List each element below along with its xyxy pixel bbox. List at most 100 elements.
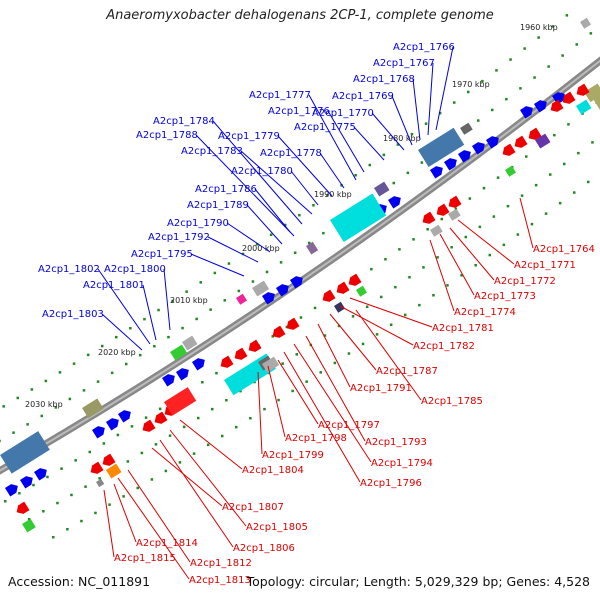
gene-box — [306, 241, 319, 255]
tick-dot — [143, 317, 146, 321]
leader-line — [293, 343, 372, 463]
gene-arrow — [154, 411, 168, 424]
tick-dot — [468, 197, 472, 200]
tick-dot — [474, 264, 477, 267]
gene-label-a2cp1_1768: A2cp1_1768 — [353, 74, 415, 85]
leader-line — [277, 359, 319, 425]
tick-dot — [98, 477, 101, 480]
tick-dot — [422, 266, 425, 269]
tick-dot — [125, 362, 128, 366]
tick-dot — [108, 503, 111, 506]
accession-text: Accession: NC_011891 — [8, 574, 151, 589]
tick-dot — [418, 303, 421, 307]
tick-dot — [432, 294, 435, 297]
leader-line — [319, 152, 345, 189]
tick-dot — [227, 262, 231, 265]
tick-dot — [46, 475, 49, 479]
tick-dot — [491, 108, 494, 112]
tick-dot — [84, 485, 87, 488]
tick-dot — [213, 271, 217, 275]
gene-label-a2cp1_1776: A2cp1_1776 — [268, 106, 330, 117]
tick-dot — [477, 119, 480, 122]
leader-line — [339, 305, 414, 346]
tick-dot — [158, 407, 162, 411]
gene-box — [22, 518, 36, 533]
tick-dot — [157, 308, 160, 312]
tick-dot — [16, 396, 19, 400]
tick-dot — [392, 181, 395, 185]
tick-dot — [60, 467, 63, 470]
gene-arrow — [534, 100, 547, 113]
leader-line — [240, 150, 313, 215]
tick-dot — [211, 407, 214, 411]
tick-dot — [591, 141, 594, 144]
tick-dot — [575, 43, 578, 46]
tick-dot — [66, 528, 69, 531]
leader-line — [519, 197, 534, 249]
gene-label-a2cp1_1773: A2cp1_1773 — [474, 291, 536, 302]
tick-dot — [577, 151, 580, 155]
tick-dot — [558, 201, 562, 205]
gene-label-a2cp1_1793: A2cp1_1793 — [365, 437, 427, 448]
leader-line — [195, 134, 295, 237]
leader-line — [439, 233, 475, 296]
tick-dot — [308, 241, 311, 245]
tick-dot — [389, 323, 393, 326]
kbp-tick-label: 2000 kbp — [242, 244, 280, 253]
leader-line — [353, 126, 385, 161]
tick-dot — [42, 510, 45, 513]
tick-dot — [182, 425, 186, 429]
gene-arrow — [176, 368, 189, 381]
leader-line — [290, 170, 319, 206]
gene-label-a2cp1_1792: A2cp1_1792 — [148, 232, 210, 243]
tick-dot — [209, 308, 212, 311]
leader-line — [163, 268, 171, 331]
tick-dot — [333, 361, 337, 365]
tick-dot — [223, 299, 226, 302]
tick-dot — [523, 47, 526, 50]
gene-arrow — [528, 127, 542, 140]
tick-dot — [2, 405, 5, 408]
gene-label-a2cp1_1781: A2cp1_1781 — [432, 323, 494, 334]
tick-dot — [488, 253, 491, 257]
gene-box — [505, 165, 517, 177]
gene-label-a2cp1_1784: A2cp1_1784 — [153, 116, 215, 127]
tick-dot — [305, 380, 308, 383]
gene-arrow — [90, 461, 104, 474]
gene-label-a2cp1_1770: A2cp1_1770 — [312, 108, 374, 119]
leader-line — [257, 371, 263, 455]
tick-dot — [221, 434, 224, 438]
gene-arrow — [502, 143, 516, 156]
gene-label-a2cp1_1778: A2cp1_1778 — [260, 148, 322, 159]
gene-label-a2cp1_1787: A2cp1_1787 — [376, 366, 438, 377]
tick-dot — [150, 478, 154, 481]
tick-dot — [368, 163, 371, 167]
tick-dot — [298, 213, 301, 217]
leader-line — [267, 365, 286, 438]
gene-arrow — [162, 374, 175, 387]
gene-arrow — [550, 99, 564, 112]
gene-box — [82, 398, 104, 419]
gene-box — [236, 293, 248, 305]
gene-box — [576, 99, 592, 115]
gene-box — [170, 344, 188, 361]
tick-dot — [72, 362, 76, 365]
tick-dot — [589, 32, 593, 35]
tick-dot — [178, 461, 182, 464]
tick-dot — [516, 233, 520, 236]
gene-box — [356, 285, 368, 297]
tick-dot — [426, 228, 429, 231]
tick-dot — [351, 315, 355, 318]
tick-dot — [168, 434, 172, 437]
tick-dot — [406, 171, 410, 175]
tick-dot — [4, 500, 7, 503]
tick-dot — [255, 243, 259, 246]
tick-dot — [52, 536, 55, 539]
tick-dot — [380, 295, 383, 299]
tick-dot — [467, 90, 470, 94]
tick-dot — [293, 251, 297, 254]
gene-label-a2cp1_1769: A2cp1_1769 — [332, 91, 394, 102]
tick-dot — [181, 326, 184, 330]
tick-dot — [375, 333, 379, 336]
